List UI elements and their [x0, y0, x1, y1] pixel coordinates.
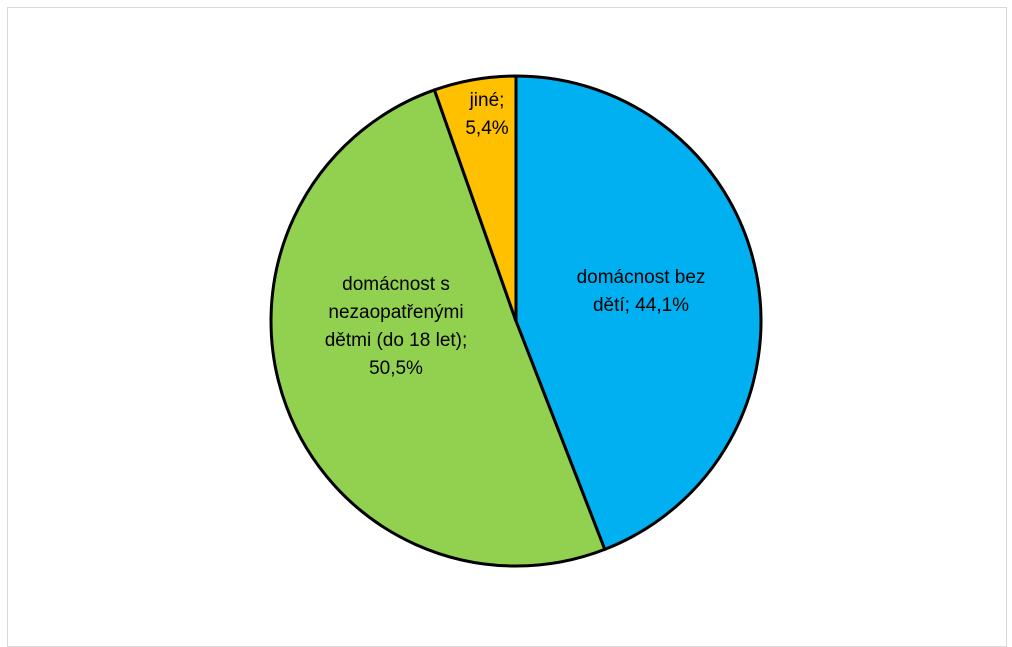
data-label-line: domácnost bez [577, 267, 706, 288]
data-label-line: domácnost s [342, 274, 450, 295]
pie-slice-1 [514, 74, 763, 551]
data-label-3: jiné; 5,4% [465, 90, 508, 139]
pie-chart: domácnost bez dětí; 44,1% domácnost s nezao… [269, 74, 763, 568]
data-label-line: nezaopatřenými [328, 302, 463, 323]
data-label-line: dětmi (do 18 let); [325, 330, 468, 351]
pie-slices [269, 74, 763, 568]
data-label-2: domácnost s nezaopatřenými dětmi (do 18 le… [325, 274, 468, 379]
data-label-line: 50,5% [369, 358, 423, 379]
pie-slice-2 [269, 88, 607, 568]
data-label-line: jiné; [469, 90, 505, 111]
pie-labels: domácnost bez dětí; 44,1% domácnost s nezao… [325, 90, 706, 379]
data-label-line: dětí; 44,1% [593, 295, 689, 316]
data-label-line: 5,4% [465, 118, 508, 139]
pie-slice-3 [432, 74, 518, 323]
data-label-1: domácnost bez dětí; 44,1% [577, 267, 706, 316]
